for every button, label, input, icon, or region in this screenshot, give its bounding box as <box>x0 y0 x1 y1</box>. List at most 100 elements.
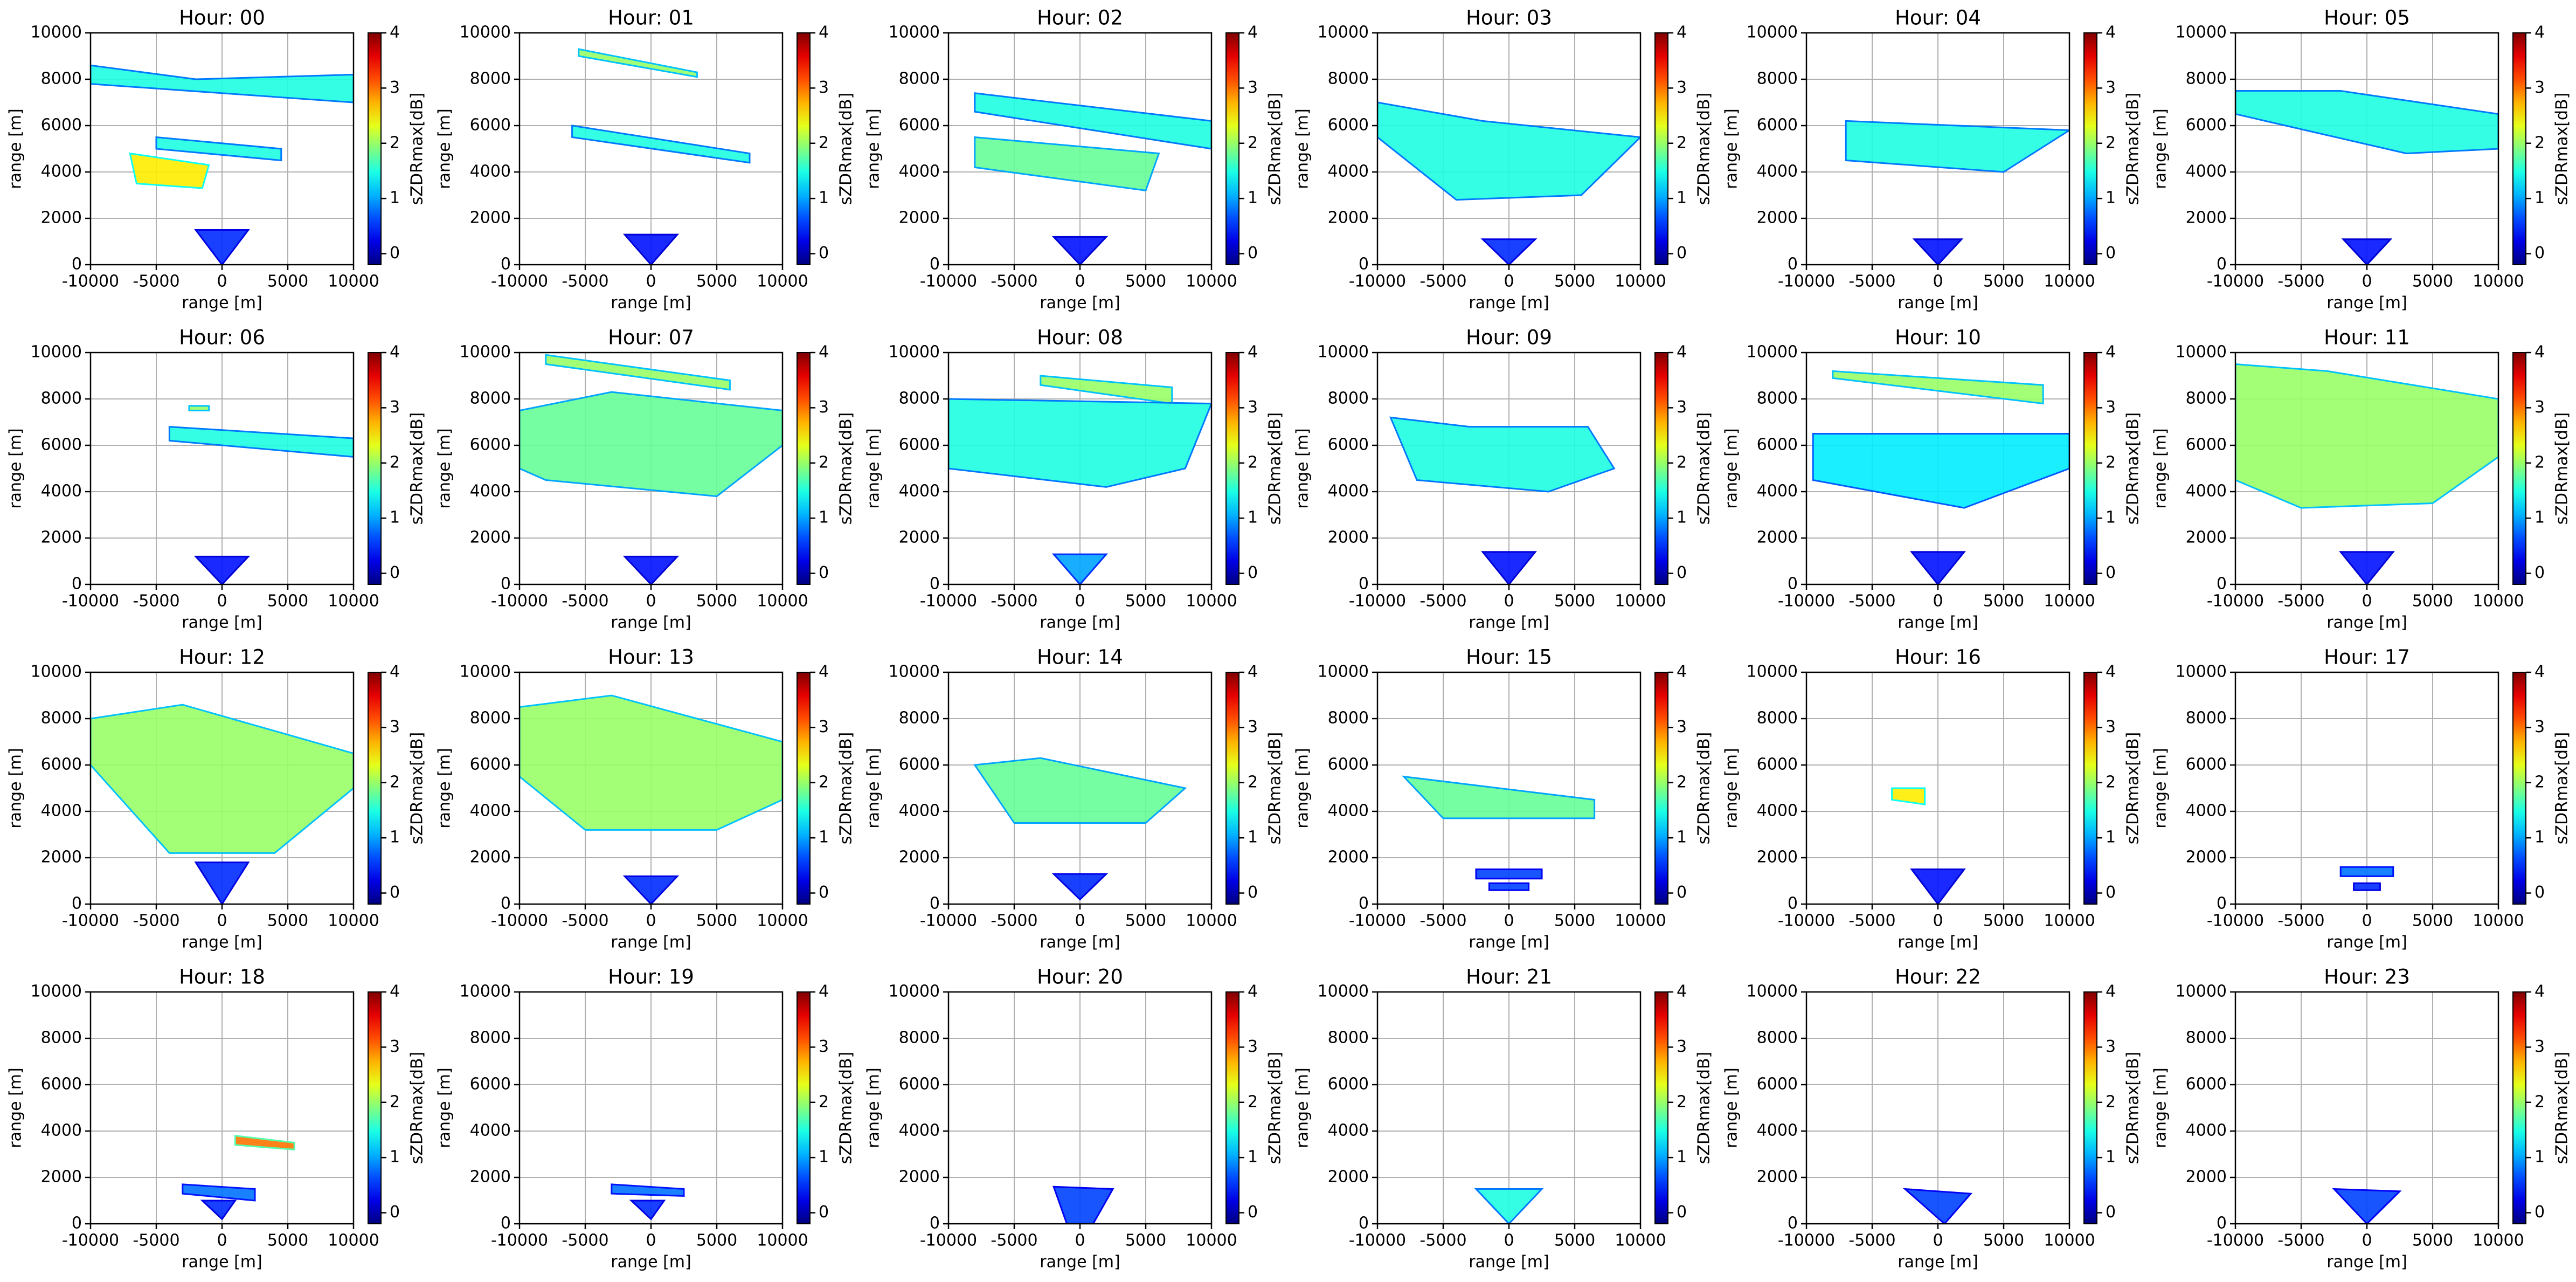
y-tick-label: 4000 <box>899 482 940 501</box>
y-tick-label: 4000 <box>2186 802 2227 821</box>
y-tick-label: 2000 <box>41 848 82 867</box>
y-tick-label: 4000 <box>1757 482 1798 501</box>
colorbar-tick-label: 4 <box>1677 982 1687 1001</box>
y-axis-label: range [m] <box>6 748 25 828</box>
panel: -10000 -5000 0 5000 100000200040006000800010… <box>864 326 1285 632</box>
x-tick-label: -10000 <box>491 1231 548 1250</box>
x-tick-label: 5000 <box>1983 912 2024 931</box>
panel-title: Hour: 10 <box>1895 326 1981 349</box>
y-tick-label: 8000 <box>2186 70 2227 88</box>
x-tick-label: 0 <box>646 1231 656 1250</box>
y-tick-label: 2000 <box>470 848 511 867</box>
colorbar <box>1654 672 1668 905</box>
x-tick-label: 0 <box>2362 1231 2372 1250</box>
x-tick-label: -5000 <box>133 1231 179 1250</box>
x-tick-label: -10000 <box>491 912 548 931</box>
echo-field <box>611 1183 685 1221</box>
panel: -10000 -5000 0 5000 100000200040006000800010… <box>1293 966 1714 1272</box>
y-tick-label: 4000 <box>1757 1121 1798 1140</box>
x-axis-label: range [m] <box>611 294 691 313</box>
panel: -10000 -5000 0 5000 100000200040006000800010… <box>864 6 1285 313</box>
x-tick-label: 0 <box>646 912 656 931</box>
colorbar <box>797 352 811 585</box>
panel-title: Hour: 11 <box>2324 326 2410 349</box>
y-tick-label: 8000 <box>470 709 511 728</box>
y-tick-label: 10000 <box>31 982 82 1001</box>
echo-region <box>168 426 354 458</box>
x-tick-label: 10000 <box>2044 1231 2095 1250</box>
y-tick-label: 2000 <box>470 528 511 547</box>
axes-frame <box>1376 671 1642 905</box>
echo-region <box>629 1200 666 1221</box>
x-tick-label: 0 <box>1933 592 1943 611</box>
x-tick-label: -5000 <box>991 272 1037 291</box>
echo-region <box>2235 363 2498 509</box>
x-tick-label: 0 <box>1075 1231 1085 1250</box>
x-tick-label: 5000 <box>267 272 308 291</box>
echo-field <box>2235 90 2498 265</box>
colorbar-tick-label: 1 <box>2535 828 2545 847</box>
colorbar <box>797 32 811 265</box>
y-tick-label: 6000 <box>470 116 511 135</box>
echo-region <box>1832 370 2044 405</box>
echo-field <box>520 694 783 904</box>
axes-frame <box>1376 351 1642 585</box>
colorbar <box>2512 32 2526 265</box>
y-tick-label: 10000 <box>31 663 82 681</box>
y-tick-label: 0 <box>1788 1214 1798 1233</box>
y-tick-label: 2000 <box>899 528 940 547</box>
echo-field <box>91 704 354 904</box>
colorbar-tick-label: 2 <box>2535 453 2545 472</box>
colorbar-tick-label: 0 <box>1248 883 1258 902</box>
y-tick-label: 2000 <box>470 209 511 228</box>
colorbar-tick-label: 2 <box>819 773 829 791</box>
x-axis-label: range [m] <box>2326 614 2407 632</box>
colorbar <box>1225 672 1239 905</box>
panel-title: Hour: 01 <box>608 6 694 30</box>
y-tick-label: 10000 <box>889 23 940 42</box>
x-tick-label: -10000 <box>2207 592 2264 611</box>
panel-title: Hour: 12 <box>179 646 265 669</box>
x-tick-label: 10000 <box>757 1231 808 1250</box>
colorbar-tick-label: 2 <box>390 133 400 152</box>
axes-frame <box>947 351 1213 585</box>
y-axis-label: range [m] <box>435 108 454 189</box>
y-tick-label: 6000 <box>41 116 82 135</box>
x-tick-label: -5000 <box>2277 1231 2324 1250</box>
axes-frame <box>1376 991 1642 1225</box>
colorbar-tick-label: 0 <box>1677 244 1687 263</box>
colorbar-label: sZDRmax[dB] <box>408 1052 427 1164</box>
echo-region <box>1475 869 1543 880</box>
panel-title: Hour: 09 <box>1466 326 1552 349</box>
colorbar-label: sZDRmax[dB] <box>1266 1052 1285 1164</box>
y-tick-label: 10000 <box>889 982 940 1001</box>
colorbar-tick-label: 4 <box>2106 982 2116 1001</box>
y-tick-label: 2000 <box>1757 1168 1798 1187</box>
y-axis-label: range [m] <box>1722 428 1741 508</box>
echo-region <box>194 229 250 265</box>
colorbar-label: sZDRmax[dB] <box>2124 93 2143 205</box>
echo-region <box>91 704 354 854</box>
y-tick-label: 8000 <box>470 1029 511 1047</box>
colorbar-tick-label: 1 <box>390 1148 400 1167</box>
x-tick-label: 5000 <box>267 1231 308 1250</box>
colorbar-tick-label: 1 <box>1677 828 1687 847</box>
x-axis-label: range [m] <box>182 614 262 632</box>
colorbar-tick-label: 1 <box>1248 828 1258 847</box>
y-axis-label: range [m] <box>6 428 25 508</box>
x-tick-label: -10000 <box>1778 272 1835 291</box>
echo-region <box>1052 1185 1114 1224</box>
x-tick-label: 10000 <box>2044 912 2095 931</box>
y-tick-label: 4000 <box>1757 802 1798 821</box>
colorbar-tick-label: 1 <box>390 828 400 847</box>
colorbar-tick-label: 4 <box>2535 343 2545 362</box>
y-tick-label: 4000 <box>2186 482 2227 501</box>
colorbar-tick-label: 1 <box>1677 189 1687 208</box>
x-tick-label: 10000 <box>1186 592 1237 611</box>
x-tick-label: 10000 <box>2473 592 2524 611</box>
colorbar <box>2083 991 2097 1224</box>
x-tick-label: -5000 <box>991 912 1037 931</box>
echo-field <box>2339 866 2394 891</box>
x-tick-label: 10000 <box>328 1231 379 1250</box>
